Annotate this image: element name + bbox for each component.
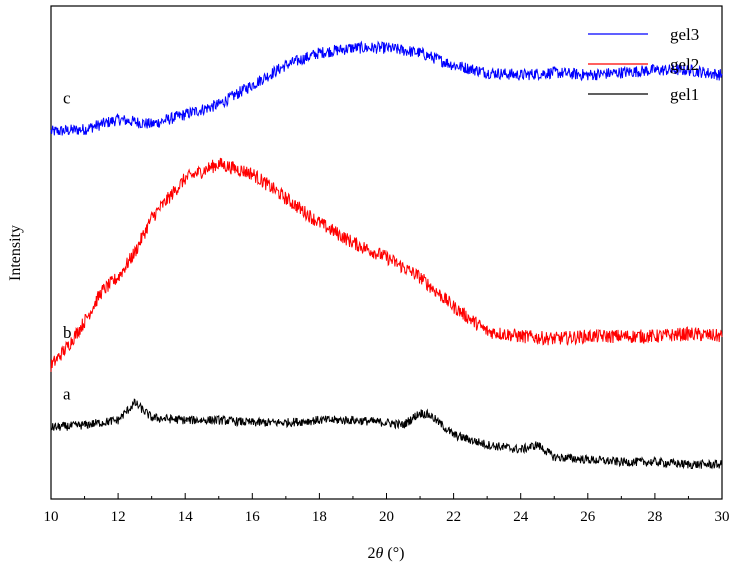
plot-frame: [50, 5, 723, 500]
series-lines: [50, 40, 723, 470]
legend-label-gel3: gel3: [670, 25, 699, 44]
legend: gel3 gel2 gel1: [588, 25, 699, 104]
x-tick-label: 16: [245, 509, 261, 525]
x-tick-label: 22: [446, 509, 461, 525]
x-tick-label: 20: [379, 509, 394, 525]
x-tick-label: 28: [647, 509, 662, 525]
curve-labels: c b a: [63, 89, 72, 404]
x-tick-label: 24: [513, 509, 529, 525]
y-axis-title: Intensity: [7, 225, 24, 281]
x-tick-label: 30: [715, 509, 730, 525]
x-tick-label: 12: [111, 509, 126, 525]
curve-label-b: b: [63, 323, 72, 342]
legend-label-gel1: gel1: [670, 85, 699, 104]
series-line-gel1: [50, 398, 723, 470]
x-tick-label: 10: [44, 509, 59, 525]
x-tick-label: 26: [580, 509, 596, 525]
x-axis-title: 2θ (°): [368, 545, 405, 562]
legend-label-gel2: gel2: [670, 55, 699, 74]
x-tick-label: 14: [178, 509, 194, 525]
curve-label-c: c: [63, 89, 71, 108]
x-tick-label: 18: [312, 509, 327, 525]
curve-label-a: a: [63, 385, 71, 404]
x-axis-ticks: 10 12 14 16 18 20 22 24 26 28 30: [44, 493, 730, 525]
series-line-gel2: [50, 157, 723, 372]
series-line-gel3: [50, 40, 723, 136]
